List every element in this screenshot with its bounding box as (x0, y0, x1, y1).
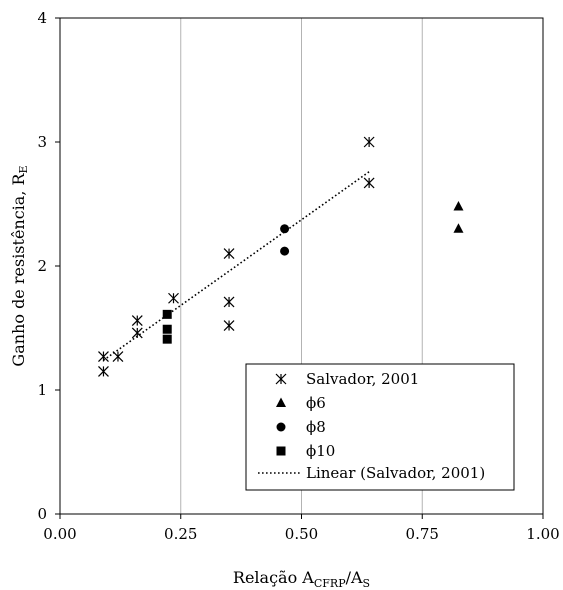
trendline (103, 171, 370, 361)
data-points (98, 136, 464, 377)
data-point-asterisk (98, 351, 109, 362)
data-point-square (162, 324, 172, 334)
legend-marker-asterisk (275, 373, 287, 385)
legend-marker-triangle (276, 397, 286, 407)
x-axis-title-sub2: S (363, 577, 371, 590)
legend-marker-circle (276, 422, 286, 432)
legend-box (245, 363, 515, 491)
data-point-asterisk (363, 136, 375, 148)
data-point-square (162, 309, 172, 319)
data-point-asterisk (112, 351, 124, 362)
data-point-asterisk (223, 248, 235, 260)
legend-label: ϕ8 (306, 418, 326, 436)
asterisk-stroke (131, 327, 143, 339)
asterisk-stroke (275, 373, 287, 385)
data-point-asterisk (131, 327, 143, 339)
x-tick-label: 1.00 (526, 525, 559, 543)
y-tick-label: 4 (37, 9, 47, 27)
y-tick-label: 2 (37, 257, 47, 275)
x-axis-title-sub1: CFRP (314, 577, 346, 590)
y-axis-title: Ganho de resistência, RE (9, 165, 30, 366)
legend-label: ϕ6 (306, 394, 326, 412)
asterisk-stroke (98, 351, 109, 362)
data-point-triangle (453, 200, 464, 211)
asterisk-stroke (363, 136, 375, 148)
data-point-square (162, 334, 172, 344)
data-point-asterisk (131, 315, 143, 326)
data-point-triangle (453, 223, 464, 233)
legend-label: Salvador, 2001 (306, 370, 419, 388)
x-axis-title-mid: /A (346, 568, 363, 587)
axis-ticks: 0.00 0.25 0.50 0.75 1.00 0 1 2 3 4 (37, 9, 559, 543)
x-tick-label: 0.00 (43, 525, 76, 543)
data-point-asterisk (363, 177, 375, 189)
data-point-circle (280, 246, 290, 256)
data-point-asterisk (223, 320, 235, 331)
legend: Salvador, 2001 ϕ6 ϕ8 ϕ10 Linear (Salvador, 2… (245, 363, 515, 491)
asterisk-stroke (223, 320, 235, 331)
x-tick-label: 0.25 (164, 525, 197, 543)
asterisk-stroke (363, 177, 375, 189)
x-tick-label: 0.75 (406, 525, 439, 543)
asterisk-stroke (223, 248, 235, 260)
data-point-asterisk (168, 292, 179, 304)
y-axis-title-sub: E (17, 165, 30, 173)
x-axis-title-prefix: Relação A (233, 568, 314, 587)
x-axis-title: Relação ACFRP/AS (233, 568, 370, 590)
asterisk-stroke (223, 296, 235, 308)
y-tick-label: 1 (37, 381, 47, 399)
x-tick-label: 0.50 (285, 525, 318, 543)
legend-label: ϕ10 (306, 442, 335, 460)
asterisk-stroke (131, 315, 143, 326)
asterisk-stroke (168, 292, 179, 304)
data-point-asterisk (98, 365, 109, 377)
legend-label: Linear (Salvador, 2001) (306, 464, 485, 482)
y-axis-title-main: Ganho de resistência, R (9, 172, 28, 366)
data-point-circle (280, 224, 290, 234)
data-point-asterisk (223, 296, 235, 308)
y-tick-label: 0 (37, 505, 47, 523)
asterisk-stroke (98, 365, 109, 377)
asterisk-stroke (112, 351, 124, 362)
y-tick-label: 3 (37, 133, 47, 151)
trendline-line (103, 171, 370, 361)
legend-marker-square (276, 446, 286, 456)
